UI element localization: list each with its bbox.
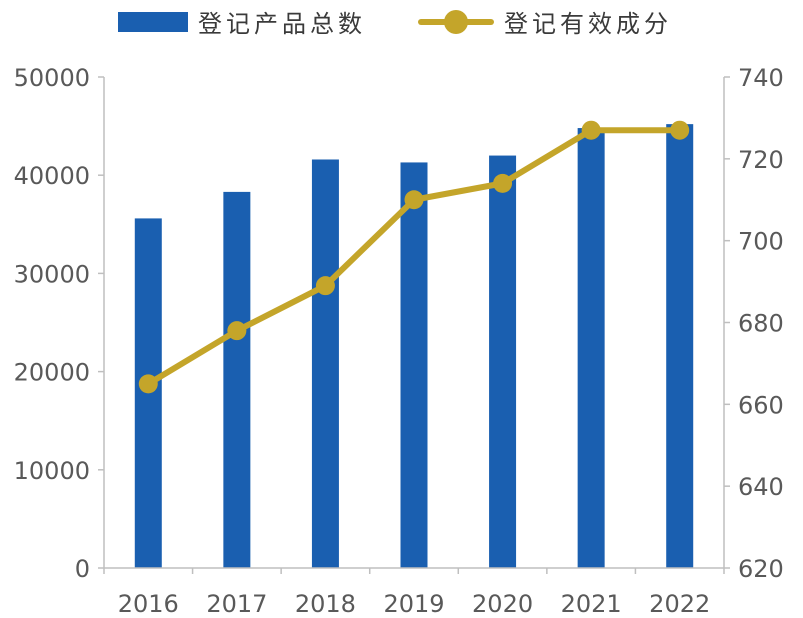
left-tick-label: 0 bbox=[75, 555, 90, 583]
x-tick-label: 2017 bbox=[206, 590, 267, 618]
left-tick-label: 30000 bbox=[14, 260, 90, 288]
line-point-2018 bbox=[315, 276, 335, 296]
right-tick-label: 640 bbox=[738, 473, 784, 501]
legend-swatch-line bbox=[418, 9, 494, 34]
line-point-2021 bbox=[581, 120, 601, 140]
line-point-2020 bbox=[493, 173, 513, 193]
x-tick-label: 2019 bbox=[383, 590, 444, 618]
line-point-2016 bbox=[138, 374, 158, 394]
line-point-2022 bbox=[670, 120, 690, 140]
left-tick-label: 40000 bbox=[14, 162, 90, 190]
bar-2021 bbox=[577, 128, 605, 568]
legend-item-bar-series: 登记产品总数 bbox=[118, 4, 366, 39]
legend: 登记产品总数 登记有效成分 bbox=[0, 0, 803, 40]
right-tick-label: 620 bbox=[738, 555, 784, 583]
bar-2020 bbox=[489, 155, 517, 568]
legend-item-line-series: 登记有效成分 bbox=[418, 4, 672, 39]
bar-2022 bbox=[666, 124, 694, 569]
left-tick-label: 20000 bbox=[14, 359, 90, 387]
legend-label-bar: 登记产品总数 bbox=[198, 10, 366, 38]
line-point-2019 bbox=[404, 190, 424, 210]
right-tick-label: 740 bbox=[738, 64, 784, 92]
x-tick-label: 2022 bbox=[649, 590, 710, 618]
left-tick-label: 10000 bbox=[14, 457, 90, 485]
bar-2018 bbox=[311, 159, 339, 568]
x-tick-label: 2018 bbox=[295, 590, 356, 618]
right-tick-label: 700 bbox=[738, 228, 784, 256]
x-tick-label: 2020 bbox=[472, 590, 533, 618]
bar-2017 bbox=[223, 191, 251, 569]
right-tick-label: 660 bbox=[738, 391, 784, 419]
left-tick-label: 50000 bbox=[14, 64, 90, 92]
legend-label-line: 登记有效成分 bbox=[504, 10, 672, 38]
x-tick-label: 2016 bbox=[118, 590, 179, 618]
bar-2019 bbox=[400, 162, 428, 568]
line-point-2017 bbox=[227, 321, 247, 341]
right-tick-label: 680 bbox=[738, 310, 784, 338]
right-tick-label: 720 bbox=[738, 146, 784, 174]
x-tick-label: 2021 bbox=[561, 590, 622, 618]
legend-swatch-bar bbox=[118, 11, 188, 32]
